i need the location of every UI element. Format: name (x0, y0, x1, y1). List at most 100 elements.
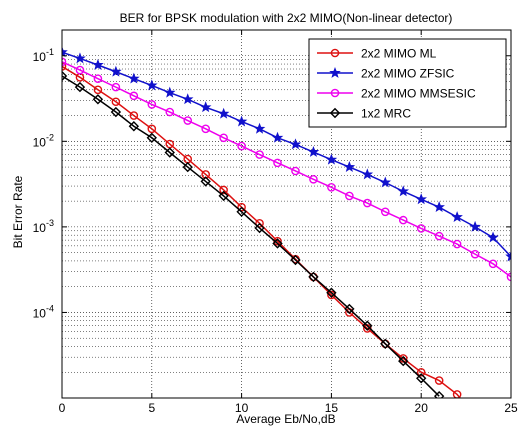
y-tick-label: 10-3 (33, 218, 54, 235)
data-point (380, 338, 391, 349)
data-point (182, 161, 193, 173)
series-2x2-mimo-zfsic (62, 46, 511, 262)
data-point (379, 176, 392, 188)
data-point (217, 107, 230, 119)
y-tick-label: 10-1 (33, 47, 54, 64)
legend-label: 2x2 MIMO ML (361, 47, 437, 61)
data-point (488, 259, 498, 269)
data-point (129, 91, 139, 101)
data-point (291, 166, 300, 176)
data-point (199, 101, 212, 113)
data-point (290, 254, 301, 266)
data-point (434, 231, 444, 241)
axes-frame (61, 29, 512, 399)
data-point (329, 107, 341, 119)
data-point (343, 161, 356, 172)
legend-entry: 1x2 MRC (317, 107, 411, 121)
data-point (416, 373, 427, 384)
data-point (219, 133, 228, 143)
data-point (505, 250, 511, 262)
chart-title: BER for BPSK modulation with 2x2 MIMO(No… (120, 11, 453, 25)
y-tick-label: 10-2 (33, 132, 54, 149)
data-point (330, 48, 340, 58)
data-point (75, 65, 85, 75)
data-point (74, 81, 86, 93)
legend-entry: 2x2 MIMO ZFSIC (317, 67, 455, 81)
data-point (92, 58, 104, 70)
legend: 2x2 MIMO ML 2x2 MIMO ZFSIC 2x2 MIMO MMSESI… (308, 38, 507, 128)
legend-label: 2x2 MIMO MMSESIC (361, 87, 476, 101)
data-point (147, 124, 157, 134)
data-point (165, 107, 175, 117)
data-point (397, 185, 409, 197)
data-point (128, 121, 140, 132)
data-point (398, 355, 409, 367)
data-point (326, 287, 337, 298)
data-point (253, 122, 266, 134)
data-point (452, 390, 462, 398)
data-point (147, 100, 157, 109)
data-point (93, 85, 103, 95)
data-point (487, 231, 499, 243)
data-point (62, 46, 68, 58)
data-point (74, 52, 86, 64)
data-point (470, 249, 480, 259)
data-point (235, 115, 248, 127)
x-tick-label: 15 (325, 401, 339, 415)
data-point (128, 72, 140, 84)
data-point (219, 185, 228, 195)
data-point (181, 93, 194, 105)
data-point (93, 74, 103, 83)
data-point (330, 88, 340, 98)
data-point (329, 66, 341, 78)
x-axis-label: Average Eb/No,dB (236, 412, 335, 426)
x-tick-label: 10 (235, 401, 249, 415)
series-line (62, 75, 440, 397)
data-point (164, 86, 176, 98)
data-point (471, 412, 478, 419)
data-point (201, 124, 210, 134)
data-point (110, 106, 122, 118)
data-point (146, 132, 157, 143)
data-point (451, 211, 463, 223)
legend-label: 1x2 MRC (361, 107, 411, 121)
data-point (327, 183, 336, 192)
data-point (380, 207, 390, 217)
data-point (111, 97, 121, 107)
data-point (416, 367, 426, 377)
series-group (62, 46, 511, 419)
data-point (255, 219, 264, 228)
data-point (237, 141, 246, 151)
data-point (271, 131, 284, 143)
data-point (236, 206, 247, 218)
data-point (92, 94, 104, 105)
data-point (452, 239, 462, 249)
data-point (415, 193, 427, 205)
tick-labels: 0 5 10 15 20 25 10-1 10-2 10-3 10-4 (33, 30, 518, 415)
data-point (362, 320, 373, 331)
y-axis-label: Bit Error Rate (11, 175, 25, 248)
x-tick-label: 0 (59, 401, 66, 415)
data-point (344, 303, 355, 315)
data-point (183, 116, 193, 125)
legend-entry: 2x2 MIMO MMSESIC (317, 87, 476, 101)
legend-label: 2x2 MIMO ZFSIC (361, 67, 455, 81)
legend-entry: 2x2 MIMO ML (317, 47, 437, 61)
data-point (254, 222, 265, 234)
data-point (237, 202, 246, 212)
series-2x2-mimo-mmsesic (62, 57, 511, 282)
series-1x2-mrc (62, 70, 445, 398)
data-point (469, 220, 481, 232)
data-point (361, 168, 374, 180)
data-point (307, 145, 320, 157)
x-tick-label: 20 (415, 401, 429, 415)
data-point (398, 215, 408, 225)
data-point (433, 390, 445, 398)
y-tick-label: 10-4 (33, 303, 54, 320)
data-point (363, 198, 372, 208)
data-point (110, 65, 122, 77)
data-point (62, 70, 68, 82)
data-point (345, 191, 354, 201)
